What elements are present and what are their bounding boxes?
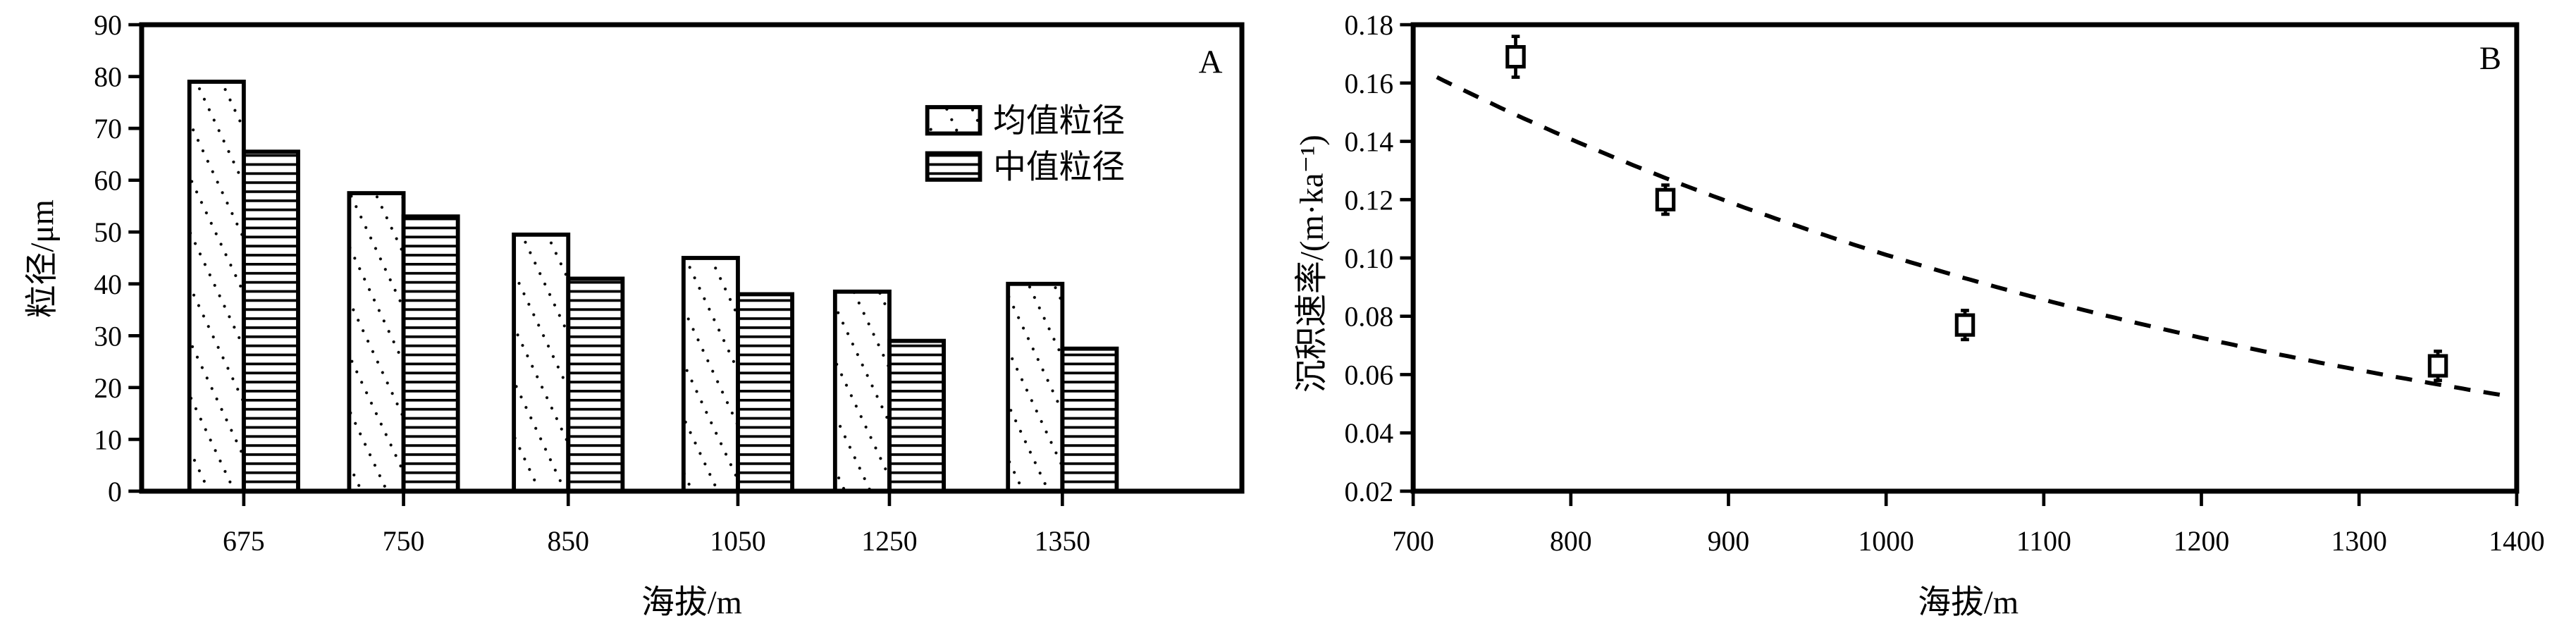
x-tick-label: 900 [1708,526,1750,557]
square-marker [1954,313,1976,337]
bar-mean-750 [347,191,406,493]
bar-median-1050 [736,292,794,493]
data-point [1655,183,1676,216]
y-tick-label: 0.18 [1345,10,1394,41]
panel-b-y-axis-title: 沉积速率/(m·ka⁻¹) [1294,135,1331,393]
x-tick-label: 750 [383,526,425,557]
y-tick-label: 90 [94,10,122,41]
x-tick-label: 1300 [2331,526,2386,557]
y-tick-label: 60 [94,166,122,197]
x-tick-label: 1400 [2489,526,2544,557]
panel-b-frame [1410,22,2520,494]
data-point [2427,350,2448,383]
y-tick-label: 30 [94,321,122,352]
panel-b-scatter-chart: 0.02 0.04 0.06 0.08 0.10 0.12 0.14 0.16 0.18 700… [1294,10,2545,621]
legend-swatch-mean [925,105,982,136]
y-tick-label: 20 [94,373,122,404]
bar-median-850 [566,276,625,493]
panel-a-bar-chart: 0 10 20 30 40 50 60 70 80 90 675 750 850 1050 1250 135… [24,10,1245,621]
legend-swatch-median [925,151,982,182]
y-tick-label: 0.06 [1345,359,1394,390]
square-marker [1655,187,1676,211]
panel-b-x-axis-title: 海拔/m [1918,584,2019,621]
panel-b-label: B [2479,40,2501,77]
y-tick-label: 10 [94,424,122,455]
bar-median-1350 [1060,346,1119,493]
x-tick-label: 1050 [710,526,765,557]
y-tick-label: 80 [94,62,122,93]
y-tick-label: 0.14 [1345,127,1394,158]
panel-a-y-axis-title: 粒径/μm [24,199,61,318]
y-tick-label: 0.10 [1345,243,1394,274]
y-tick-label: 40 [94,269,122,300]
x-tick-label: 1350 [1035,526,1090,557]
bar-mean-675 [187,80,246,493]
y-tick-label: 0.02 [1345,476,1394,507]
data-point [1954,309,1976,342]
data-point [1505,35,1526,79]
square-marker [2427,354,2448,378]
x-tick-label: 1000 [1858,526,1913,557]
bar-mean-850 [512,232,571,493]
x-tick-label: 850 [547,526,589,557]
bar-mean-1350 [1006,281,1065,493]
x-tick-label: 800 [1550,526,1592,557]
x-tick-label: 675 [223,526,265,557]
x-tick-label: 1200 [2174,526,2229,557]
y-tick-label: 0.16 [1345,68,1394,99]
legend-label-mean: 均值粒径 [993,103,1125,140]
x-tick-label: 1100 [2016,526,2071,557]
y-tick-label: 0.12 [1345,185,1394,216]
x-tick-label: 1250 [861,526,917,557]
legend-label-median: 中值粒径 [993,149,1125,186]
y-tick-label: 0.08 [1345,302,1394,333]
bar-median-675 [241,149,300,493]
y-tick-label: 50 [94,217,122,248]
bar-median-750 [401,214,460,493]
y-tick-label: 0 [108,476,122,507]
panel-a-label: A [1199,44,1223,80]
x-tick-label: 700 [1392,526,1434,557]
bar-mean-1050 [681,256,740,493]
panel-a-x-axis-title: 海拔/m [641,584,742,621]
bar-mean-1250 [832,289,892,493]
bar-median-1250 [887,338,946,493]
panel-a-legend: 均值粒径 中值粒径 [925,103,1125,186]
square-marker [1505,44,1526,69]
fit-curve-dashed [1436,75,2501,398]
y-tick-label: 70 [94,113,122,144]
y-tick-label: 0.04 [1345,418,1394,449]
